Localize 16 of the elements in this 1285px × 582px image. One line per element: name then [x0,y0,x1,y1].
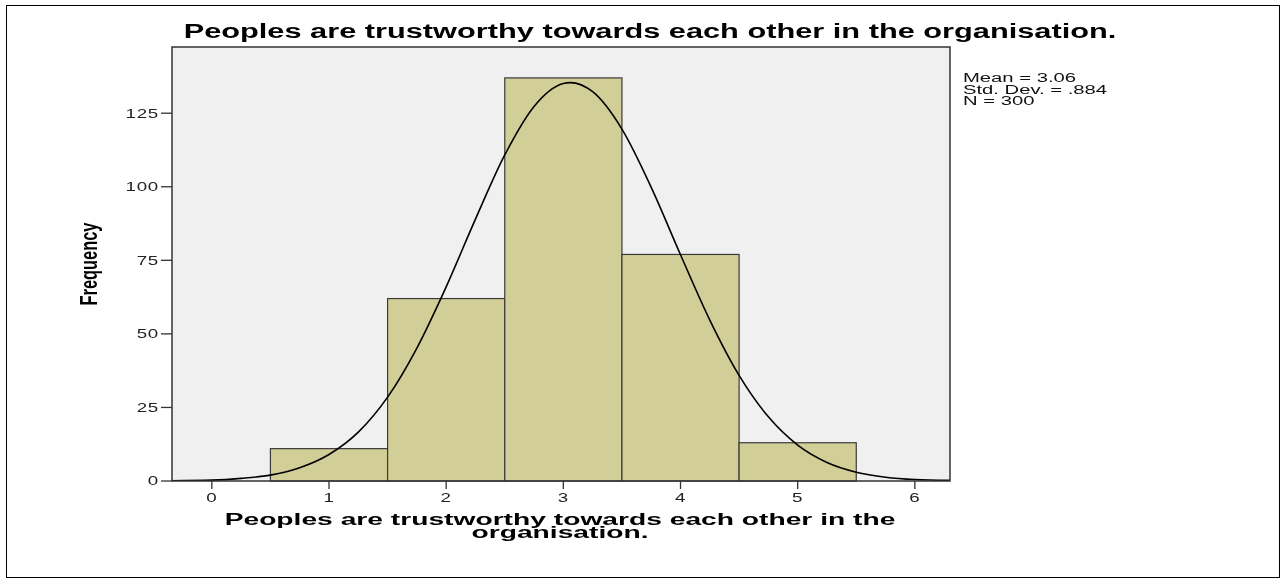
x-tick-label: 5 [792,491,804,505]
y-axis-title: Frequency [74,222,102,306]
x-tick-label: 2 [440,491,452,505]
y-tick-label: 25 [136,400,159,415]
x-tick-label: 0 [206,491,218,505]
y-tick-label: 0 [147,474,159,488]
y-tick-label: 100 [125,180,159,194]
x-tick-label: 3 [557,491,569,505]
x-tick-label: 4 [674,491,687,505]
chart-title: Peoples are trustworthy towards each other in the organisation. [183,19,1117,43]
y-tick-label: 125 [125,106,159,120]
x-tick-label: 6 [909,491,921,505]
y-tick-label: 50 [136,327,159,341]
x-axis-title: Peoples are trustworthy towards each other in the organisation. [224,509,896,542]
x-tick-label: 1 [323,491,335,505]
y-tick-label: 75 [136,253,159,268]
